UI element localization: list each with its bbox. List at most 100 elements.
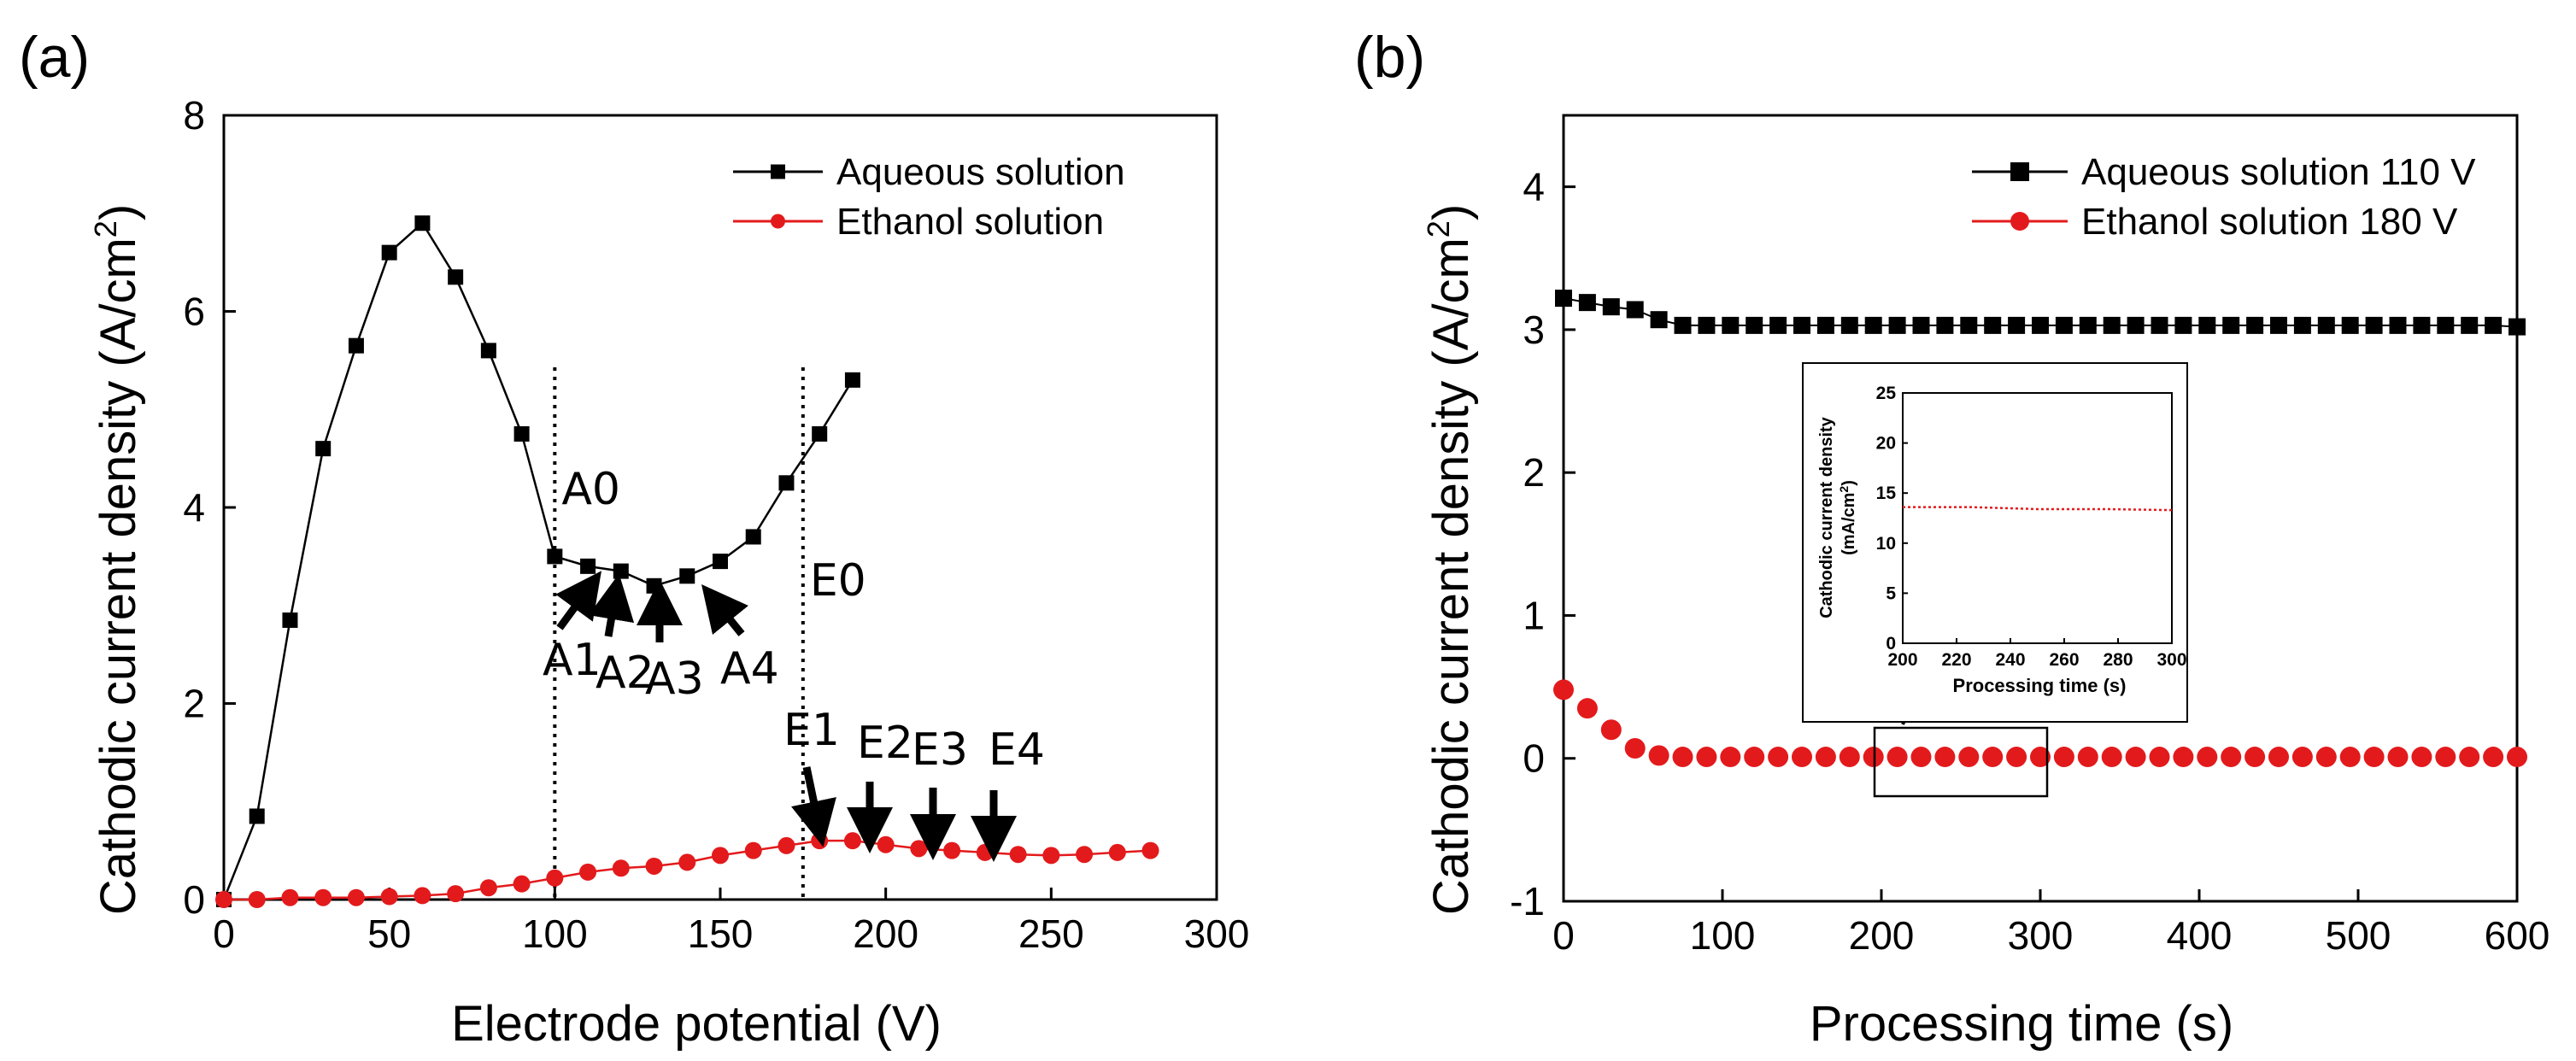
chart-a-point xyxy=(777,836,795,854)
chart-b-point xyxy=(2222,316,2240,334)
chart-a-point xyxy=(580,558,596,574)
chart-a-legend: Aqueous solution Ethanol solution xyxy=(733,151,1125,243)
chart-a-y-axis-title: Cathodic current density (A/cm2) xyxy=(88,204,146,915)
chart-a-x-tick-label: 50 xyxy=(367,912,411,956)
chart-b-point xyxy=(2411,747,2432,768)
chart-a-x-tick-label: 300 xyxy=(1184,912,1250,956)
chart-b-point xyxy=(1960,316,1978,334)
chart-a-y-tick-label: 0 xyxy=(183,877,205,922)
chart-b-point xyxy=(2198,316,2216,334)
chart-a-series-line xyxy=(222,221,854,900)
chart-b-point xyxy=(1553,679,1574,700)
chart-b-inset-axes xyxy=(1902,392,2173,644)
chart-b-x-tick-label: 300 xyxy=(2008,913,2074,958)
chart-b-point xyxy=(2341,316,2359,334)
chart-b-point xyxy=(2459,747,2480,768)
chart-b-inset-x-tick-label: 220 xyxy=(1941,650,1971,670)
chart-b-point xyxy=(1984,316,2002,334)
chart-a-legend-label: Aqueous solution xyxy=(836,151,1125,193)
chart-b-point xyxy=(1674,316,1692,334)
chart-b-x-tick-label: 200 xyxy=(1849,913,1915,958)
chart-b-point xyxy=(2363,747,2385,768)
chart-b-legend-marker-square xyxy=(2010,162,2029,181)
chart-b-point xyxy=(1910,747,1932,768)
chart-a-point xyxy=(877,835,895,853)
chart-a-point xyxy=(646,577,662,594)
chart-b-inset-frame xyxy=(1802,362,2188,723)
chart-b-point xyxy=(2125,747,2146,768)
chart-b-point xyxy=(2435,747,2456,768)
chart-b-legend-marker-circle xyxy=(2010,212,2029,231)
chart-b-inset-x-tick-label: 300 xyxy=(2156,650,2186,670)
chart-a-point xyxy=(414,215,431,232)
chart-b-y-tick-label: 1 xyxy=(1523,593,1545,637)
chart-a-x-tick-label: 200 xyxy=(853,912,918,956)
chart-b-point xyxy=(1888,316,1906,334)
chart-a-x-tick-label: 100 xyxy=(522,912,588,956)
chart-b-point xyxy=(1934,747,1956,768)
chart-a-annotation-arrow xyxy=(555,571,601,630)
chart-a-point xyxy=(943,841,961,859)
chart-a-point xyxy=(281,888,299,906)
chart-a-series xyxy=(215,215,1159,908)
chart-b-inset-series-line xyxy=(1903,506,2173,512)
chart-b-point xyxy=(2509,318,2526,336)
chart-b-inset-y-tick-label: 20 xyxy=(1876,434,1896,454)
chart-b-point xyxy=(2174,316,2192,334)
chart-a-vline-label: E0 xyxy=(810,555,866,607)
chart-a-y-tick-label: 4 xyxy=(183,485,205,530)
chart-b-x-tick-label: 0 xyxy=(1552,913,1575,958)
chart-b-inset-y-tick-label: 5 xyxy=(1886,583,1896,603)
chart-b-x-tick-label: 500 xyxy=(2326,913,2391,958)
chart-b-inset-x-tick-label: 200 xyxy=(1887,650,1917,670)
chart-a-point xyxy=(347,888,365,906)
chart-b-inset-x-tick-label: 280 xyxy=(2103,650,2133,670)
chart-a-point xyxy=(1141,841,1159,859)
chart-a-legend-marker-square xyxy=(771,164,785,179)
chart-b-legend-label: Ethanol solution 180 V xyxy=(2081,201,2458,243)
chart-b-point xyxy=(2389,316,2407,334)
chart-b-point xyxy=(1816,316,1834,334)
chart-b-point xyxy=(2507,747,2527,768)
chart-b-point xyxy=(2461,316,2479,334)
chart-a-point xyxy=(613,563,629,579)
chart-a-annotation-label: A2 xyxy=(596,648,654,699)
chart-a-point xyxy=(843,832,861,850)
chart-a-point xyxy=(579,863,597,881)
chart-b-point xyxy=(1793,316,1810,334)
chart-b-x-tick-label: 100 xyxy=(1690,913,1756,958)
chart-b-point xyxy=(2365,316,2383,334)
chart-a-y-tick-label: 8 xyxy=(183,93,205,138)
chart-b-inset: 200 220 240 260 280 300 0 5 10 15 20 25 Processing t… xyxy=(1802,362,2188,723)
chart-b-point xyxy=(2437,316,2455,334)
chart-b-point xyxy=(1650,311,1668,329)
chart-a-point xyxy=(713,554,728,570)
chart-b-inset-y-unit-end: ) xyxy=(1840,480,1858,486)
chart-b-inset-y-unit-text: (mA/cm xyxy=(1840,493,1858,555)
chart-b-y-tick-label: 0 xyxy=(1523,736,1545,781)
chart-b-point xyxy=(2339,747,2361,768)
chart-b-point xyxy=(1815,747,1836,768)
chart-a-y-tick-label: 6 xyxy=(183,290,205,334)
chart-a-point xyxy=(282,612,298,628)
chart-b-point xyxy=(1648,745,1669,766)
chart-a-point xyxy=(448,269,464,285)
chart-b-y-axis-title: Cathodic current density (A/cm2) xyxy=(1421,204,1479,915)
chart-b-zoom-rect xyxy=(1873,726,2049,798)
chart-b-point xyxy=(2291,747,2313,768)
chart-a-point xyxy=(678,853,696,871)
chart-a-point xyxy=(480,343,496,359)
chart-b-point xyxy=(2221,747,2242,768)
chart-a-point xyxy=(215,891,232,908)
chart-b-point xyxy=(2008,316,2026,334)
chart-b-point xyxy=(1840,316,1858,334)
chart-b-point xyxy=(1864,316,1882,334)
chart-b-point xyxy=(1555,290,1572,308)
chart-a-point xyxy=(479,879,497,897)
chart-b-y-tick-label: 4 xyxy=(1523,165,1545,209)
chart-b-inset-y-tick-label: 10 xyxy=(1876,534,1896,554)
chart-b-point xyxy=(2197,747,2218,768)
chart-b-point xyxy=(1839,747,1860,768)
chart-b-point xyxy=(1696,747,1717,768)
